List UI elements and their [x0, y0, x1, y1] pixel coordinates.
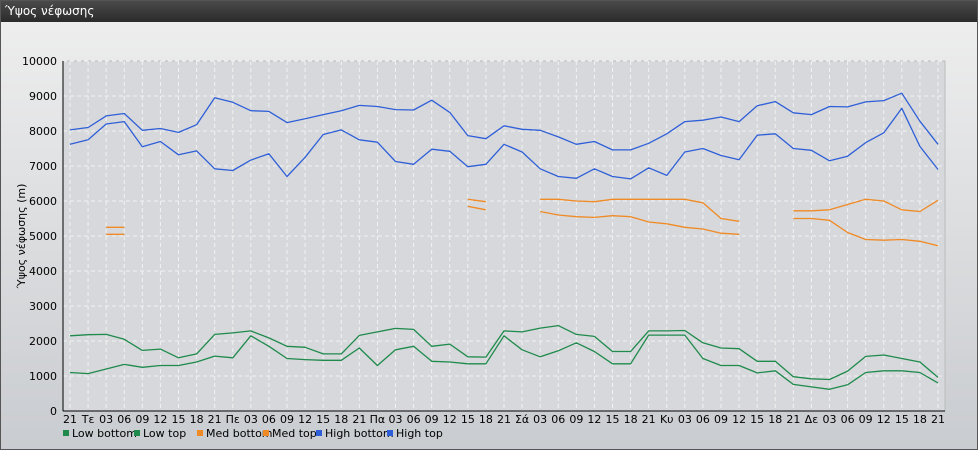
x-tick-label: 06	[407, 413, 421, 426]
y-tick-label: 3000	[29, 300, 57, 313]
x-tick-label: 18	[479, 413, 493, 426]
legend-label: Med bottom	[206, 427, 273, 440]
x-tick-label: Πα	[370, 413, 386, 426]
x-tick-label: 06	[262, 413, 276, 426]
y-tick-label: 1000	[29, 370, 57, 383]
x-tick-label: 03	[533, 413, 547, 426]
series-line-low-bottom	[69, 334, 939, 390]
legend-label: Low top	[143, 427, 186, 440]
x-tick-label: 09	[714, 413, 728, 426]
x-axis-ticks: 21 Τε 03 06 09 12 15 18 21 Πε 03 06 09 12 15 18 21 Πα 03 06…	[63, 413, 945, 426]
x-tick-label: Δε	[805, 413, 819, 426]
x-tick-label: 09	[425, 413, 439, 426]
series-line-low-top	[69, 324, 939, 381]
y-axis-ticks: 0 1000 2000 3000 4000 5000 6000 7000 8000 9000 100…	[22, 55, 57, 418]
x-tick-label: 18	[624, 413, 638, 426]
x-tick-label: 18	[190, 413, 204, 426]
y-tick-label: 8000	[29, 125, 57, 138]
series-line-med-bottom	[106, 205, 939, 247]
legend-swatch	[197, 430, 203, 436]
x-tick-label: 12	[587, 413, 601, 426]
x-tick-label: 03	[823, 413, 837, 426]
x-tick-label: 09	[569, 413, 583, 426]
x-tick-label: 06	[696, 413, 710, 426]
y-axis-label: Ύψος νέφωσης (m)	[15, 184, 28, 290]
x-tick-label: 03	[678, 413, 692, 426]
y-tick-label: 7000	[29, 160, 57, 173]
x-tick-label: 21	[642, 413, 656, 426]
x-tick-label: 09	[280, 413, 294, 426]
x-tick-label: 15	[461, 413, 475, 426]
x-tick-label: Πε	[226, 413, 240, 426]
y-tick-label: 9000	[29, 90, 57, 103]
x-tick-label: 06	[117, 413, 131, 426]
series-line-high-bottom	[69, 107, 939, 180]
x-tick-label: 21	[497, 413, 511, 426]
x-tick-label: 12	[443, 413, 457, 426]
legend-swatch	[63, 430, 69, 436]
legend-label: High bottom	[325, 427, 394, 440]
y-tick-label: 5000	[29, 230, 57, 243]
y-tick-label: 0	[50, 405, 57, 418]
window-title: Ύψος νέφωσης	[1, 1, 977, 22]
legend-label: Med top	[272, 427, 317, 440]
x-tick-label: 09	[859, 413, 873, 426]
x-tick-label: 15	[895, 413, 909, 426]
x-tick-label: 21	[931, 413, 945, 426]
y-tick-label: 2000	[29, 335, 57, 348]
series-line-high-top	[69, 92, 939, 151]
x-tick-label: 15	[172, 413, 186, 426]
legend: Low bottom Low top Med bottom Med top High b…	[63, 427, 443, 440]
x-tick-label: 12	[877, 413, 891, 426]
legend-swatch	[134, 430, 140, 436]
x-tick-label: Σά	[515, 413, 529, 426]
legend-swatch	[263, 430, 269, 436]
series-line-med-top	[106, 198, 939, 228]
x-tick-label: 18	[913, 413, 927, 426]
x-tick-label: 09	[135, 413, 149, 426]
x-tick-label: 06	[841, 413, 855, 426]
x-tick-label: 06	[551, 413, 565, 426]
x-tick-label: 21	[208, 413, 222, 426]
x-tick-label: 18	[334, 413, 348, 426]
grid	[63, 60, 945, 411]
x-tick-label: 15	[316, 413, 330, 426]
legend-swatch	[387, 430, 393, 436]
legend-label: High top	[396, 427, 443, 440]
x-tick-label: Τε	[81, 413, 95, 426]
x-tick-label: 15	[606, 413, 620, 426]
x-tick-label: 15	[750, 413, 764, 426]
series-lines	[69, 92, 939, 390]
y-tick-label: 10000	[22, 55, 57, 68]
x-tick-label: 21	[786, 413, 800, 426]
x-tick-label: 03	[244, 413, 258, 426]
x-tick-label: 21	[63, 413, 77, 426]
x-tick-label: 12	[298, 413, 312, 426]
legend-swatch	[316, 430, 322, 436]
legend-label: Low bottom	[72, 427, 137, 440]
y-tick-label: 6000	[29, 195, 57, 208]
x-tick-label: 03	[99, 413, 113, 426]
x-tick-label: 12	[732, 413, 746, 426]
x-tick-label: 18	[768, 413, 782, 426]
x-tick-label: 12	[153, 413, 167, 426]
x-tick-label: Κυ	[660, 413, 674, 426]
x-tick-label: 03	[389, 413, 403, 426]
x-tick-label: 21	[352, 413, 366, 426]
y-tick-label: 4000	[29, 265, 57, 278]
